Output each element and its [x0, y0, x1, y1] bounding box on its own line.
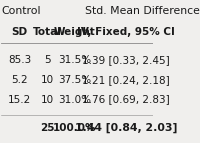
Text: Total: Total — [33, 27, 61, 37]
Text: 10: 10 — [40, 95, 54, 105]
Text: 10: 10 — [40, 75, 54, 85]
Text: IV, Fixed, 95% CI: IV, Fixed, 95% CI — [77, 27, 175, 37]
Text: SD: SD — [12, 27, 28, 37]
Text: 1.21 [0.24, 2.18]: 1.21 [0.24, 2.18] — [82, 75, 170, 85]
Text: 5: 5 — [44, 55, 50, 65]
Text: 1.76 [0.69, 2.83]: 1.76 [0.69, 2.83] — [82, 95, 170, 105]
Text: 31.0%: 31.0% — [58, 95, 91, 105]
Text: Weight: Weight — [54, 27, 95, 37]
Text: 31.5%: 31.5% — [58, 55, 91, 65]
Text: 37.5%: 37.5% — [58, 75, 91, 85]
Text: 5.2: 5.2 — [11, 75, 28, 85]
Text: 1.39 [0.33, 2.45]: 1.39 [0.33, 2.45] — [82, 55, 170, 65]
Text: Control: Control — [1, 6, 41, 16]
Text: 85.3: 85.3 — [8, 55, 31, 65]
Text: Std. Mean Difference: Std. Mean Difference — [85, 6, 200, 16]
Text: 1.44 [0.84, 2.03]: 1.44 [0.84, 2.03] — [75, 122, 177, 133]
Text: 25: 25 — [40, 123, 54, 133]
Text: 100.0%: 100.0% — [53, 123, 96, 133]
Text: 15.2: 15.2 — [8, 95, 31, 105]
